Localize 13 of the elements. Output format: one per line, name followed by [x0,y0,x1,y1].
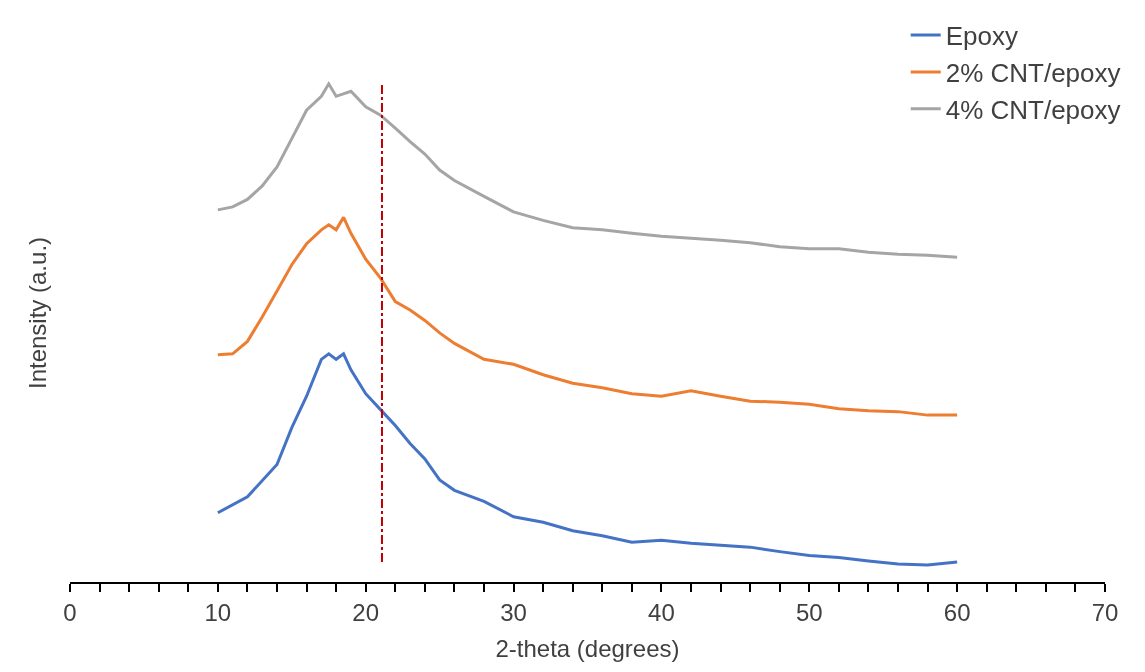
x-tick-label: 20 [352,598,380,626]
x-tick-label: 40 [648,598,675,626]
y-axis-title: Intensity (a.u.) [24,236,52,390]
x-tick-label: 0 [63,598,77,626]
legend-label: 2% CNT/epoxy [945,58,1121,89]
x-tick-label: 50 [795,598,823,626]
x-tick-label: 60 [943,598,971,626]
x-axis-title: 2-theta (degrees) [495,634,680,662]
x-tick-label: 10 [204,598,232,626]
legend-label: Epoxy [945,21,1018,52]
legend-label: 4% CNT/epoxy [945,94,1121,125]
x-tick-label: 30 [500,598,527,626]
x-tick-label: 70 [1091,598,1119,626]
